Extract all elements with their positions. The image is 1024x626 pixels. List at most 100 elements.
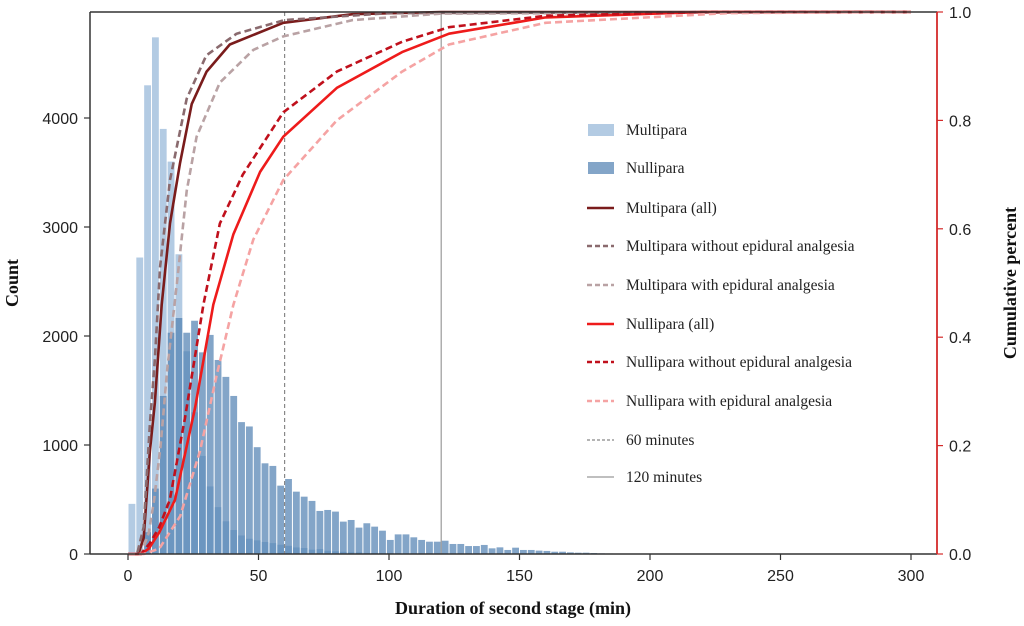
legend: Multipara Nullipara Multipara (all) Multipa… (587, 122, 855, 486)
x-tick-label: 100 (376, 568, 403, 585)
histogram-bars (128, 37, 660, 555)
axes: 0 50 100 150 200 250 300010002000300040000.00.… (42, 5, 971, 585)
nullipara-bar (379, 530, 386, 554)
nullipara-bar (496, 547, 504, 554)
legend-label: Nullipara with epidural analgesia (626, 393, 832, 410)
nullipara-bar (222, 376, 230, 554)
nullipara-bar (144, 532, 151, 554)
nullipara-bar (238, 422, 245, 554)
nullipara-bar (402, 534, 410, 554)
multipara-bar (136, 257, 144, 554)
y2-tick-label: 0.2 (949, 439, 971, 456)
y2-tick-label: 0.0 (949, 547, 971, 564)
y-tick-label: 4000 (42, 111, 78, 128)
nullipara-bar (167, 332, 175, 554)
legend-label: 60 minutes (626, 432, 694, 449)
nullipara-bar (206, 334, 214, 554)
nullipara-bar (269, 465, 277, 554)
legend-label: 120 minutes (626, 469, 702, 486)
nullipara-bar (559, 551, 566, 554)
cumulative-line-2 (128, 10, 912, 556)
nullipara-bar (300, 496, 308, 554)
nullipara-bar (473, 546, 480, 554)
nullipara-bar (426, 541, 433, 554)
y-axis-label: Count (2, 259, 22, 307)
nullipara-bar (480, 544, 488, 554)
x-axis-label: Duration of second stage (min) (395, 598, 631, 619)
cumulative-line-4 (128, 10, 911, 556)
x-tick-label: 200 (637, 568, 664, 585)
x-tick-label: 50 (250, 568, 268, 585)
x-tick-label: 250 (767, 568, 794, 585)
nullipara-bar (316, 510, 324, 554)
nullipara-bar (535, 550, 543, 554)
nullipara-bar (347, 519, 355, 554)
multipara-bar (144, 85, 151, 555)
cumulative-line-1 (128, 10, 912, 556)
multipara-bar (151, 37, 159, 554)
legend-label: Multipara with epidural analgesia (626, 277, 835, 294)
nullipara-bar (566, 552, 574, 554)
legend-label: Nullipara (all) (626, 316, 714, 333)
nullipara-bar (175, 318, 183, 554)
nullipara-bar (418, 539, 426, 554)
legend-label: Nullipara without epidural analgesia (626, 354, 852, 371)
nullipara-bar (363, 523, 371, 554)
multipara-bar (128, 503, 136, 554)
x-tick-label: 0 (124, 568, 133, 585)
nullipara-bar (339, 521, 347, 554)
nullipara-bar (410, 537, 418, 554)
legend-label: Multipara (all) (626, 200, 717, 217)
legend-swatch (588, 124, 614, 136)
nullipara-bar (332, 511, 339, 554)
nullipara-bar (527, 549, 535, 554)
cumulative-curves (128, 10, 912, 556)
nullipara-bar (277, 485, 285, 554)
y2-axis-label: Cumulative percent (1000, 207, 1020, 359)
nullipara-bar (245, 426, 253, 554)
y2-tick-label: 0.4 (949, 330, 971, 347)
legend-label: Multipara (626, 122, 687, 139)
legend-swatch (588, 162, 614, 174)
y-tick-label: 2000 (42, 329, 78, 346)
cumulative-line-5 (128, 10, 912, 556)
y-tick-label: 0 (69, 547, 78, 564)
nullipara-bar (292, 491, 300, 554)
nullipara-bar (151, 488, 159, 554)
nullipara-bar (465, 546, 473, 554)
nullipara-bar (253, 447, 261, 554)
nullipara-bar (324, 509, 332, 554)
nullipara-bar (441, 540, 449, 554)
y-tick-label: 1000 (42, 438, 78, 455)
nullipara-bar (512, 547, 519, 554)
nullipara-bar (551, 551, 559, 554)
nullipara-bar (433, 541, 441, 554)
x-tick-label: 300 (898, 568, 925, 585)
y2-tick-label: 1.0 (949, 5, 971, 22)
nullipara-bar (214, 359, 222, 554)
nullipara-bar (355, 527, 363, 554)
nullipara-bar (504, 549, 512, 554)
nullipara-bar (159, 395, 167, 554)
nullipara-bar (543, 550, 551, 554)
legend-label: Nullipara (626, 160, 685, 177)
nullipara-bar (285, 479, 292, 554)
reference-lines (284, 12, 442, 554)
nullipara-bar (449, 543, 457, 554)
y2-tick-label: 0.8 (949, 113, 971, 130)
cumulative-line-3 (128, 10, 911, 556)
nullipara-bar (191, 320, 198, 554)
nullipara-bar (520, 549, 527, 554)
nullipara-bar (386, 539, 394, 554)
multipara-bar (159, 128, 167, 554)
y-tick-label: 3000 (42, 220, 78, 237)
nullipara-bar (198, 352, 206, 554)
x-tick-label: 150 (506, 568, 533, 585)
nullipara-bar (261, 463, 269, 554)
legend-label: Multipara without epidural analgesia (626, 238, 855, 255)
nullipara-bar (230, 395, 238, 554)
y2-tick-label: 0.6 (949, 222, 971, 239)
nullipara-bar (371, 526, 379, 554)
nullipara-bar (394, 534, 402, 554)
